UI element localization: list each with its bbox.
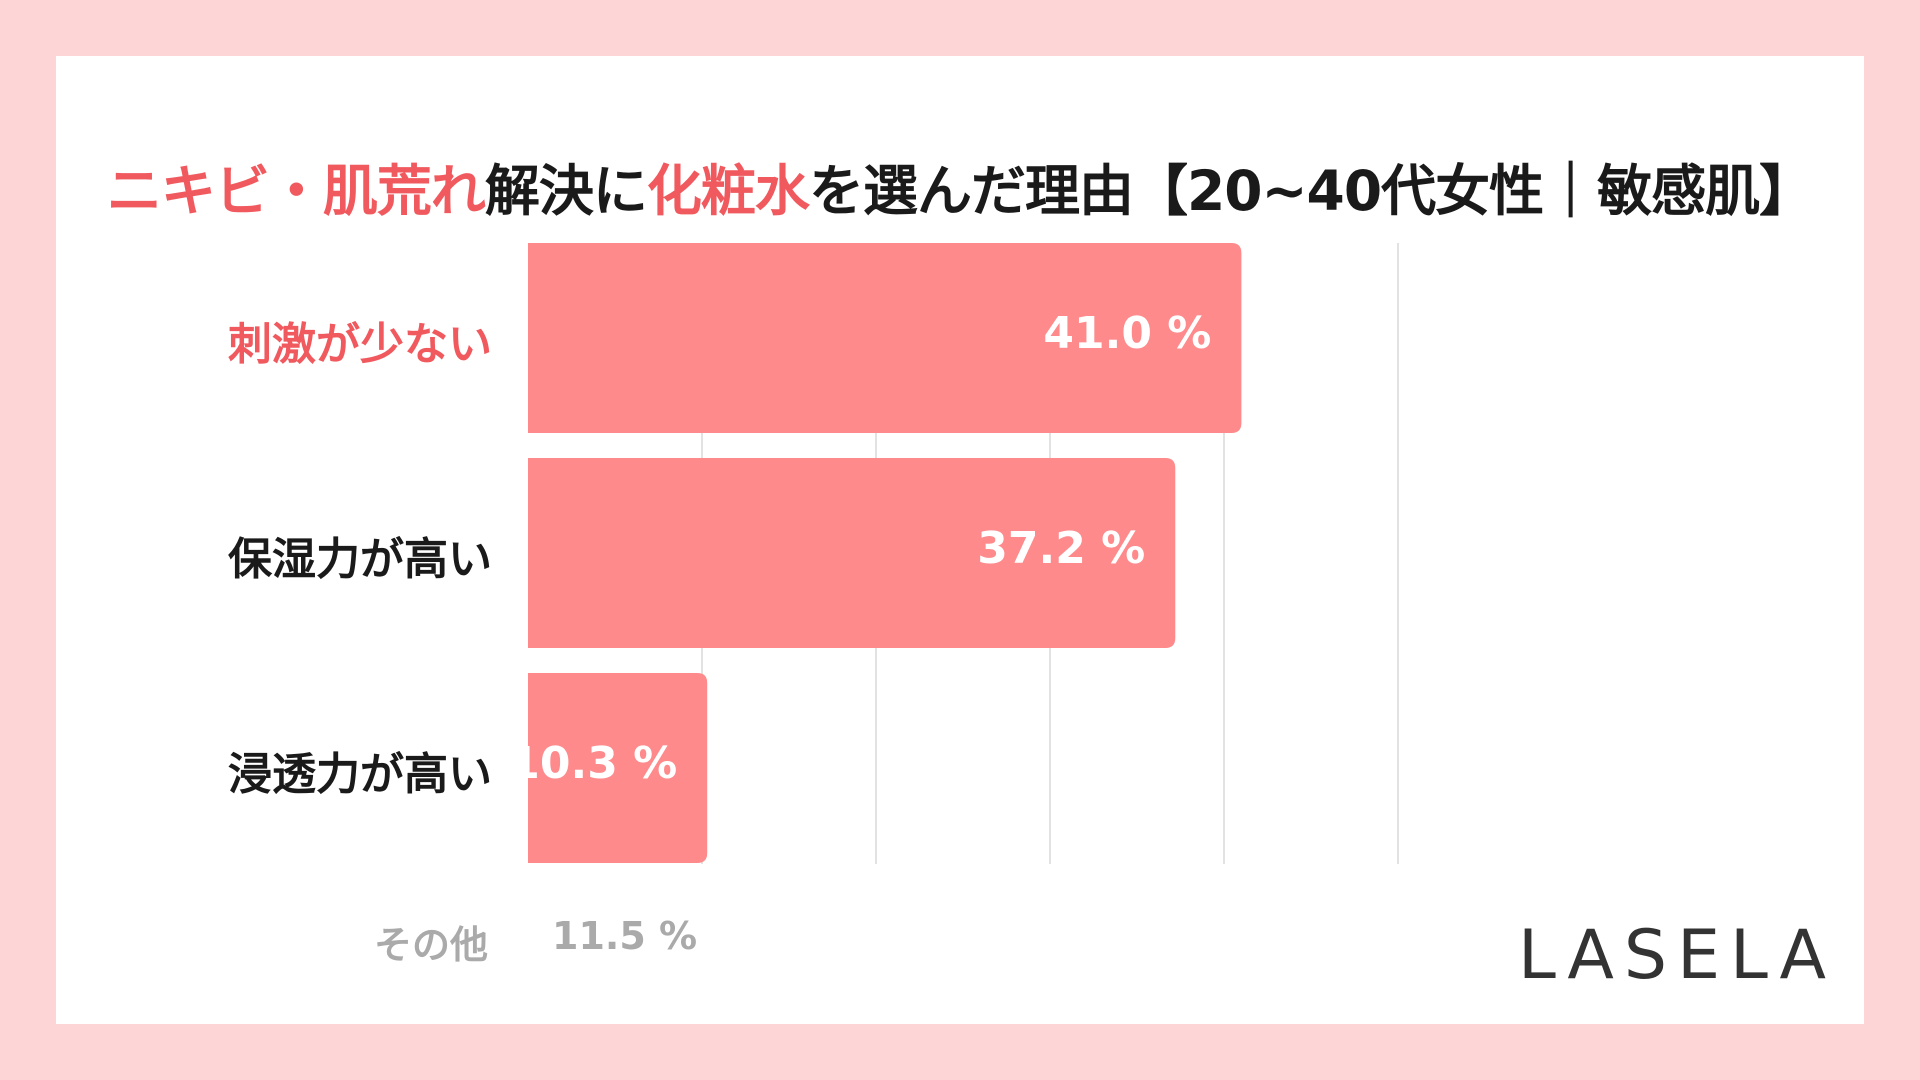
plot-area: 刺激が少ない 41.0 % 保湿力が高い 37.2 % 浸透力が高い 10.3 % [56,56,1864,1024]
title-text-1: 解決に [484,159,648,223]
title-text-2: を選んだ理由【20~40代女性｜敏感肌】 [808,159,1814,223]
chart-card: ニキビ・肌荒れ解決に化粧水を選んだ理由【20~40代女性｜敏感肌】 刺激が少ない… [56,56,1864,1024]
title-highlight-1: ニキビ・肌荒れ [106,159,486,223]
category-label: 保湿力が高い [228,534,492,585]
bar-chart [528,243,1399,864]
lasela-logo: LASELA [1517,916,1836,995]
other-label: その他 [374,923,489,967]
bar [528,243,1242,433]
category-label: 刺激が少ない [228,319,492,370]
value-label: 10.3 % [509,738,678,789]
value-label: 37.2 % [977,523,1146,574]
title-highlight-2: 化粧水 [646,159,810,223]
bar [528,458,1176,648]
bar [528,673,708,863]
category-label: 浸透力が高い [228,749,492,800]
chart-title: ニキビ・肌荒れ解決に化粧水を選んだ理由【20~40代女性｜敏感肌】 [56,146,1864,226]
value-label: 41.0 % [1043,308,1212,359]
other-value: 11.5 % [552,914,698,958]
